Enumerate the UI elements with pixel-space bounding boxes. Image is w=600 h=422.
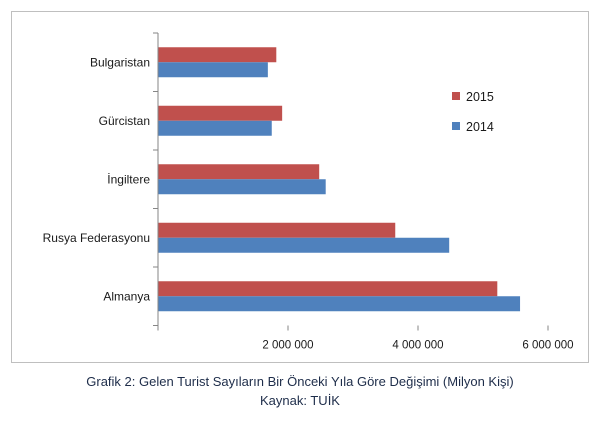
legend-label-2015: 2015 <box>466 90 494 104</box>
bar-2014-0 <box>158 62 268 78</box>
bar-2014-2 <box>158 179 326 195</box>
bar-2015-4 <box>158 281 498 297</box>
bar-2014-1 <box>158 120 272 136</box>
bar-chart: Bulgaristan Gürcistan İngiltere Rusya Feder… <box>43 32 574 352</box>
labels-layer: Bulgaristan Gürcistan İngiltere Rusya Feder… <box>43 55 574 351</box>
legend-label-2014: 2014 <box>466 120 494 134</box>
x-tick-label: 6 000 000 <box>522 340 573 352</box>
category-label: Gürcistan <box>99 114 150 128</box>
category-label: Almanya <box>103 289 150 303</box>
x-tick-label: 4 000 000 <box>392 340 443 352</box>
bar-2015-0 <box>158 47 277 63</box>
caption-source: Kaynak: TUİK <box>260 393 340 408</box>
axis-layer <box>153 32 549 331</box>
bar-2014-4 <box>158 296 521 312</box>
legend: 2015 2014 <box>452 90 494 134</box>
bars-layer <box>158 47 521 312</box>
bar-2014-3 <box>158 237 450 253</box>
category-label: İngiltere <box>107 172 150 186</box>
legend-swatch-2015 <box>452 92 460 100</box>
caption-title: Grafik 2: Gelen Turist Sayıların Bir Önc… <box>86 374 514 389</box>
legend-swatch-2014 <box>452 122 460 130</box>
bar-2015-1 <box>158 105 283 121</box>
bar-2015-3 <box>158 222 396 238</box>
bar-2015-2 <box>158 164 320 180</box>
chart-frame: Bulgaristan Gürcistan İngiltere Rusya Feder… <box>11 11 589 363</box>
figure-caption: Grafik 2: Gelen Turist Sayıların Bir Önc… <box>0 372 600 410</box>
category-label: Rusya Federasyonu <box>43 231 150 245</box>
category-label: Bulgaristan <box>90 55 150 69</box>
x-tick-label: 2 000 000 <box>262 340 313 352</box>
